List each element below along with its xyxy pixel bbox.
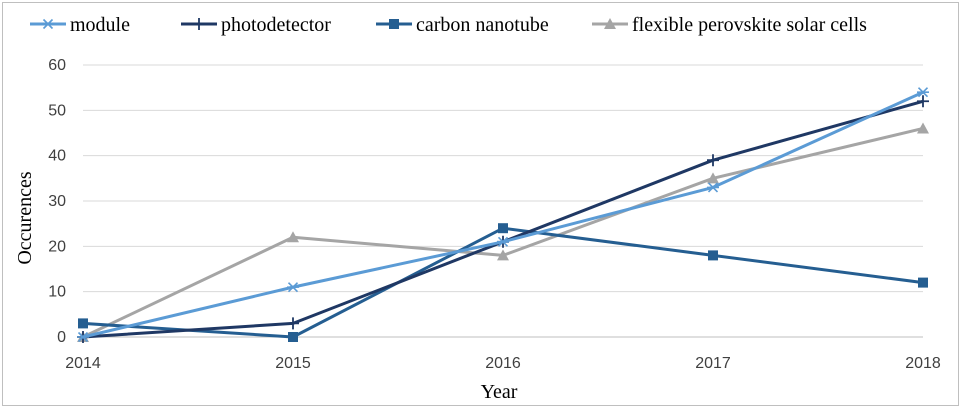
legend-label-carbon-nanotube: carbon nanotube xyxy=(416,14,549,36)
legend-label-module: module xyxy=(70,14,130,36)
data-point-module-2015 xyxy=(287,282,299,293)
legend-label-photodetector: photodetector xyxy=(221,14,331,36)
legend-marker-photodetector xyxy=(193,18,205,30)
legend-item-flexible-perovskite-solar-cells: flexible perovskite solar cells xyxy=(592,14,867,36)
data-point-module-2014 xyxy=(77,331,89,343)
series-module xyxy=(77,87,929,343)
legend-item-carbon-nanotube: carbon nanotube xyxy=(376,14,549,36)
data-point-photodetector-2015 xyxy=(287,317,299,330)
y-tick-label-30: 30 xyxy=(48,193,66,210)
legend-item-module: module xyxy=(30,14,130,36)
y-tick-label-60: 60 xyxy=(48,57,66,74)
gridlines xyxy=(83,64,923,338)
legend-item-photodetector: photodetector xyxy=(181,14,331,36)
y-axis-title: Occurences xyxy=(14,171,36,264)
y-tick-labels: 0 10 20 30 40 50 60 xyxy=(48,57,66,346)
data-point-flexible-perovskite-solar-cells-2016 xyxy=(497,249,509,261)
y-tick-label-0: 0 xyxy=(57,329,66,346)
legend-marker-module xyxy=(42,18,54,30)
y-tick-label-50: 50 xyxy=(48,102,66,119)
x-tick-label-2015: 2015 xyxy=(275,355,311,372)
y-tick-label-40: 40 xyxy=(48,148,66,165)
series-layer xyxy=(77,87,929,343)
data-point-carbon-nanotube-2014 xyxy=(78,318,88,329)
data-point-photodetector-2017 xyxy=(707,154,719,167)
legend-label-flexible-perovskite-solar-cells: flexible perovskite solar cells xyxy=(632,14,867,36)
x-tick-label-2017: 2017 xyxy=(695,355,731,372)
series-photodetector xyxy=(77,95,929,343)
y-tick-label-20: 20 xyxy=(48,238,66,255)
data-point-carbon-nanotube-2017 xyxy=(708,250,718,261)
data-point-flexible-perovskite-solar-cells-2015 xyxy=(287,231,299,243)
legend-marker-carbon-nanotube xyxy=(389,19,399,29)
data-point-module-2016 xyxy=(497,236,509,247)
legend-marker-flexible-perovskite-solar-cells xyxy=(604,18,616,29)
data-point-carbon-nanotube-2018 xyxy=(918,277,928,288)
data-point-photodetector-2018 xyxy=(917,95,929,108)
data-point-carbon-nanotube-2015 xyxy=(288,332,298,342)
x-tick-label-2016: 2016 xyxy=(485,355,521,372)
data-point-flexible-perovskite-solar-cells-2017 xyxy=(707,172,719,184)
series-carbon-nanotube xyxy=(78,223,928,342)
x-tick-label-2018: 2018 xyxy=(905,355,941,372)
data-point-module-2017 xyxy=(707,182,719,193)
x-axis-title: Year xyxy=(481,381,518,403)
legend: module photodetector carbon nanotube flexib… xyxy=(30,14,867,36)
chart-frame xyxy=(2,2,959,406)
data-point-module-2018 xyxy=(917,87,929,98)
y-tick-label-10: 10 xyxy=(48,284,66,301)
data-point-flexible-perovskite-solar-cells-2018 xyxy=(917,122,929,134)
series-line-module xyxy=(82,90,924,339)
x-tick-label-2014: 2014 xyxy=(65,355,101,372)
series-line-photodetector xyxy=(82,99,924,339)
data-point-carbon-nanotube-2016 xyxy=(498,223,508,234)
x-tick-labels: 2014 2015 2016 2017 2018 xyxy=(65,355,941,372)
